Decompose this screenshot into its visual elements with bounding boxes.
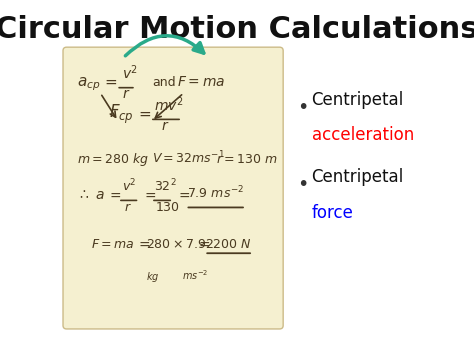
Text: $F = ma$: $F = ma$ <box>177 75 225 89</box>
Text: $r$: $r$ <box>122 87 130 101</box>
Text: Centripetal: Centripetal <box>311 91 404 109</box>
Text: $r$: $r$ <box>125 201 132 214</box>
Text: •: • <box>297 175 309 194</box>
Text: $=$: $=$ <box>136 106 152 121</box>
Text: $V = 32ms^{-1}$: $V = 32ms^{-1}$ <box>152 150 225 166</box>
Text: $130$: $130$ <box>155 201 181 214</box>
Text: $v^2$: $v^2$ <box>122 63 137 82</box>
Text: $=$: $=$ <box>142 188 157 202</box>
Text: acceleration: acceleration <box>311 126 414 144</box>
Text: and: and <box>152 76 175 89</box>
Text: $32^2$: $32^2$ <box>154 178 176 195</box>
Text: Circular Motion Calculations: Circular Motion Calculations <box>0 15 474 44</box>
Text: $v^2$: $v^2$ <box>122 178 136 195</box>
Text: $=$: $=$ <box>176 188 191 202</box>
Text: $\therefore$: $\therefore$ <box>77 188 90 202</box>
Text: $=$: $=$ <box>102 74 118 89</box>
Text: $a_{cp}$: $a_{cp}$ <box>77 75 100 93</box>
FancyBboxPatch shape <box>63 47 283 329</box>
Text: $a$: $a$ <box>95 188 105 202</box>
Text: force: force <box>311 204 354 222</box>
Text: Centripetal: Centripetal <box>311 169 404 186</box>
Text: $F_{cp}$: $F_{cp}$ <box>109 103 134 126</box>
Text: $=$: $=$ <box>108 188 122 202</box>
Text: $r = 130\ m$: $r = 130\ m$ <box>216 153 277 166</box>
Text: $ms^{-2}$: $ms^{-2}$ <box>182 268 208 282</box>
Text: $r$: $r$ <box>161 119 169 133</box>
Text: $7.9\ ms^{-2}$: $7.9\ ms^{-2}$ <box>187 185 244 202</box>
Text: •: • <box>297 98 309 116</box>
Text: $m = 280\ kg$: $m = 280\ kg$ <box>77 152 149 168</box>
Text: $=$: $=$ <box>196 237 211 251</box>
Text: $2200\ N$: $2200\ N$ <box>205 238 252 251</box>
Text: $mv^2$: $mv^2$ <box>154 95 183 114</box>
Text: $280 \times 7.9$: $280 \times 7.9$ <box>146 238 207 251</box>
Text: $F = ma$: $F = ma$ <box>91 238 135 251</box>
Text: $=$: $=$ <box>136 237 151 251</box>
Text: $kg$: $kg$ <box>146 270 160 284</box>
